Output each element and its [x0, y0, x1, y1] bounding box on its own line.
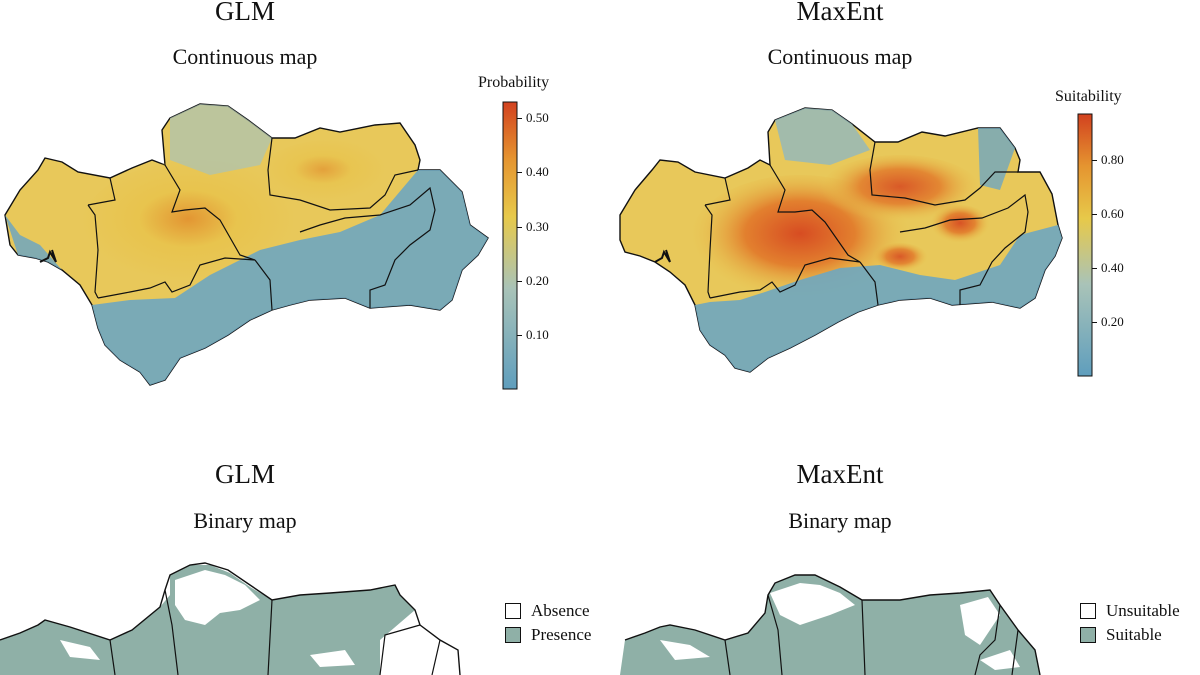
unsuitable-area: [980, 650, 1020, 670]
map-title: GLM: [215, 459, 275, 489]
color-scale: [1077, 113, 1093, 377]
coast-detail: [654, 249, 671, 263]
scale-tick-label: 0.60: [1101, 205, 1124, 221]
scale-tick-label: 0.20: [526, 272, 549, 288]
absence-area: [380, 610, 460, 675]
scale-tick-mark: [1092, 159, 1097, 161]
map-subtitle: Binary map: [193, 508, 297, 533]
legend-label: Absence: [531, 601, 590, 620]
legend-label: Unsuitable: [1106, 601, 1180, 620]
swatch-suitable: [1080, 627, 1096, 643]
low-area: [170, 104, 272, 175]
unsuitable-area: [960, 597, 1000, 645]
swatch-absence: [505, 603, 521, 619]
map-title: MaxEnt: [796, 0, 884, 26]
scale-tick-label: 0.10: [526, 326, 549, 342]
region-outline: [0, 562, 461, 675]
province-border: [724, 594, 1019, 675]
map-subtitle: Binary map: [788, 508, 892, 533]
legend-item-unsuitable: Unsuitable: [1080, 601, 1180, 621]
scale-tick-mark: [517, 172, 522, 174]
legend-title: Probability: [478, 74, 550, 91]
hotspot: [872, 243, 928, 273]
legend-label: Presence: [531, 625, 592, 644]
map-subtitle: Continuous map: [767, 44, 913, 69]
province-border: [87, 137, 436, 311]
legend-item-absence: Absence: [505, 601, 590, 621]
panel-glm-binary: GLM Binary map Absence Presence: [0, 435, 600, 675]
scale-tick-mark: [1092, 321, 1097, 323]
unsuitable-area: [770, 583, 855, 625]
low-area: [978, 128, 1015, 190]
panel-glm-continuous: GLM Continuous map Probability 0.50 0.40 0…: [0, 0, 600, 435]
low-area: [695, 225, 1062, 372]
swatch-presence: [505, 627, 521, 643]
scale-tick-mark: [517, 118, 522, 120]
scale-tick-label: 0.40: [1101, 259, 1124, 275]
province-border: [109, 589, 441, 675]
low-area: [92, 170, 488, 385]
scale-tick-mark: [1092, 213, 1097, 215]
legend-title: Suitability: [1055, 88, 1122, 105]
hotspot: [930, 205, 990, 245]
map-title: MaxEnt: [796, 459, 884, 489]
hotspot: [260, 140, 400, 210]
binary-map: [620, 574, 1041, 675]
legend-label: Suitable: [1106, 625, 1162, 644]
legend-item-presence: Presence: [505, 625, 591, 645]
region-outline: [624, 574, 1041, 675]
andalusia-map: [4, 103, 489, 386]
binary-map: [0, 562, 461, 675]
province-border: [704, 141, 1029, 306]
color-scale: [502, 101, 518, 390]
legend-item-suitable: Suitable: [1080, 625, 1162, 645]
andalusia-map: [619, 107, 1063, 373]
scale-tick-label: 0.20: [1101, 313, 1124, 329]
scale-tick-mark: [517, 334, 522, 336]
scale-tick-mark: [517, 280, 522, 282]
panel-maxent-continuous: MaxEnt Continuous map Suitability 0.80 0.…: [600, 0, 1200, 435]
unsuitable-area: [660, 640, 710, 660]
panel-maxent-binary: MaxEnt Binary map Unsuitable Suitable: [600, 435, 1200, 675]
absence-area: [310, 650, 355, 667]
absence-area: [60, 640, 100, 660]
scale-tick-mark: [517, 226, 522, 228]
suitable-area: [620, 575, 1040, 675]
scale-tick-label: 0.40: [526, 164, 549, 180]
absence-area: [175, 570, 260, 625]
coast-detail: [39, 249, 57, 263]
map-subtitle: Continuous map: [172, 44, 318, 69]
scale-tick-label: 0.50: [526, 110, 549, 126]
scale-tick-label: 0.30: [526, 218, 549, 234]
scale-tick-mark: [1092, 267, 1097, 269]
hotspot: [820, 155, 980, 225]
map-title: GLM: [215, 0, 275, 26]
swatch-unsuitable: [1080, 603, 1096, 619]
scale-tick-label: 0.80: [1101, 151, 1124, 167]
low-area: [775, 108, 870, 165]
